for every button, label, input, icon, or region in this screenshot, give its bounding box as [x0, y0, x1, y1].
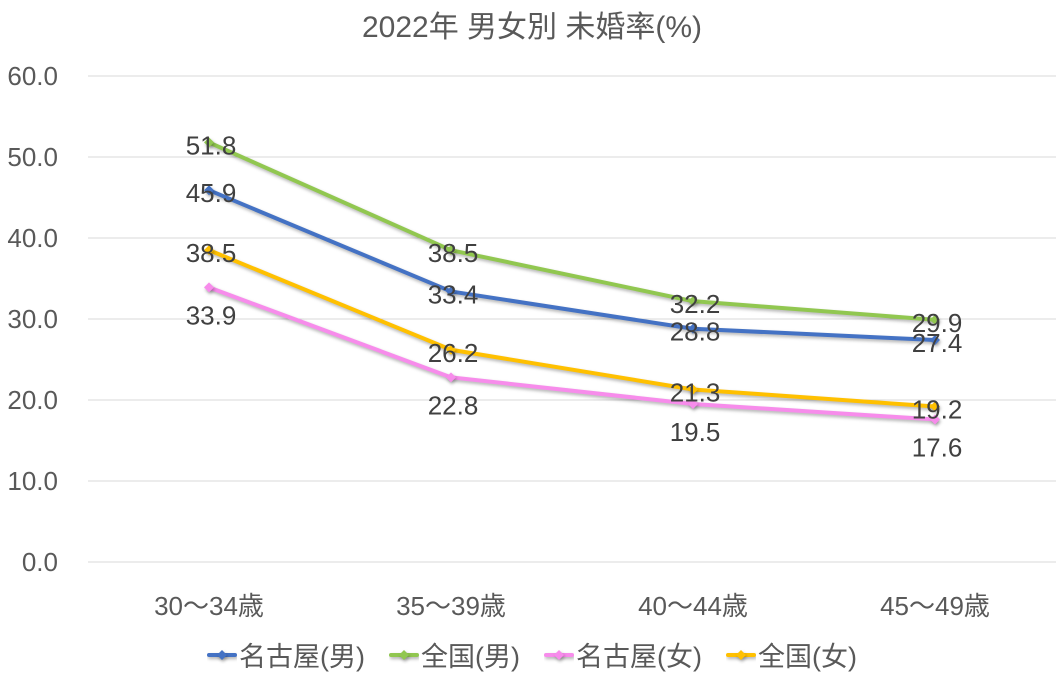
data-point-marker [930, 401, 940, 412]
data-point-marker [204, 137, 214, 148]
data-label: 21.3 [670, 377, 721, 407]
data-label: 26.2 [428, 338, 479, 368]
legend-label: 全国(男) [421, 642, 520, 672]
data-label: 22.8 [428, 390, 479, 420]
data-point-marker [204, 245, 214, 256]
data-label: 19.2 [912, 394, 963, 424]
series-line-名古屋(女) [207, 285, 937, 422]
data-point-marker [930, 314, 940, 325]
legend-item-全国(男): 全国(男) [389, 635, 520, 674]
legend-line-marker-icon [725, 649, 756, 660]
y-axis-tick-label: 60.0 [7, 61, 58, 91]
legend-item-名古屋(女): 名古屋(女) [544, 635, 702, 674]
data-label: 38.5 [428, 238, 479, 268]
data-label: 27.4 [912, 328, 963, 358]
legend-marker [217, 649, 228, 660]
data-point-marker [688, 296, 698, 307]
data-label: 28.8 [670, 317, 721, 347]
y-axis-tick-label: 30.0 [7, 304, 58, 334]
legend: 名古屋(男) 全国(男) 名古屋(女) 全国(女) [0, 635, 1064, 674]
data-point-marker [930, 414, 940, 425]
x-axis-category-label: 45〜49歳 [880, 591, 990, 621]
data-point-marker [204, 185, 214, 196]
data-point-marker [930, 335, 940, 346]
series-line-全国(男) [207, 140, 937, 322]
chart-title: 2022年 男女別 未婚率(%) [361, 11, 703, 44]
data-label: 45.9 [186, 178, 237, 208]
data-label: 33.4 [428, 279, 479, 309]
x-axis-category-label: 30〜34歳 [154, 591, 264, 621]
data-label: 29.9 [912, 308, 963, 338]
data-point-marker [204, 282, 214, 293]
legend-label: 名古屋(女) [576, 642, 702, 672]
legend-line-marker-icon [544, 649, 574, 660]
data-label: 51.8 [186, 130, 237, 160]
legend-label: 全国(女) [757, 642, 857, 672]
legend-label: 名古屋(男) [239, 642, 366, 672]
y-axis-tick-label: 0.0 [22, 547, 58, 577]
data-label: 19.5 [670, 417, 721, 447]
data-point-marker [688, 323, 698, 334]
data-label: 17.6 [912, 432, 963, 462]
legend-line-marker-icon [207, 649, 238, 660]
legend-marker [399, 649, 410, 660]
legend-line-marker-icon [389, 649, 420, 660]
data-label: 32.2 [670, 289, 721, 319]
data-point-marker [688, 384, 698, 395]
x-axis-category-label: 35〜39歳 [396, 591, 506, 621]
plot-area: 0.0 10.0 20.0 30.0 40.0 50.0 60.0 30〜34歳 35〜39歳 4… [7, 61, 1056, 621]
data-point-marker [688, 399, 698, 410]
y-axis-tick-label: 40.0 [7, 223, 58, 253]
legend-marker [554, 649, 564, 660]
data-label: 33.9 [186, 300, 237, 330]
legend-item-全国(女): 全国(女) [725, 635, 857, 674]
series-line-全国(女) [207, 248, 937, 409]
data-point-marker [446, 344, 456, 355]
series-line-名古屋(男) [207, 188, 937, 343]
legend-item-名古屋(男): 名古屋(男) [207, 635, 365, 674]
y-axis-tick-label: 10.0 [7, 466, 58, 496]
data-point-marker [446, 372, 456, 383]
legend-marker [735, 649, 746, 660]
data-label: 38.5 [186, 238, 237, 268]
y-axis-tick-label: 50.0 [7, 142, 58, 172]
data-point-marker [446, 286, 456, 297]
x-axis-category-label: 40〜44歳 [638, 591, 748, 621]
data-point-marker [446, 245, 456, 256]
y-axis-tick-label: 20.0 [7, 385, 58, 415]
